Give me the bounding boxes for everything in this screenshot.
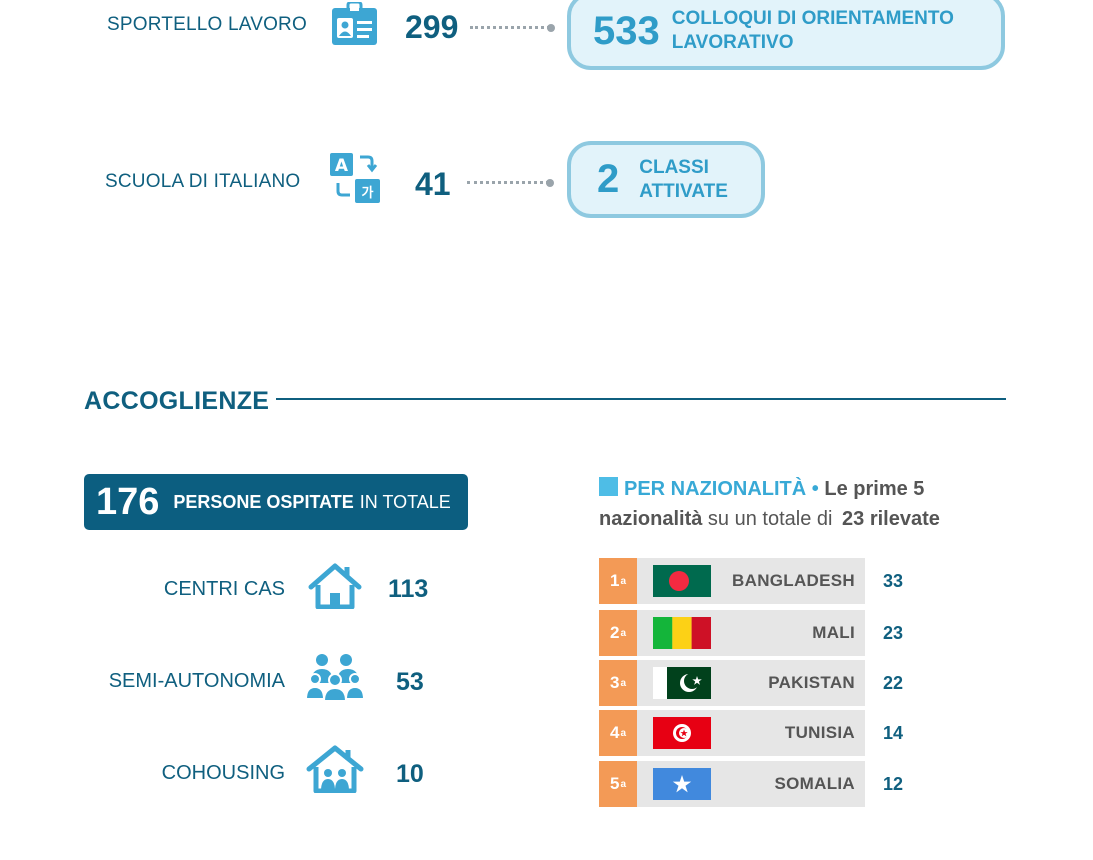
pill-classi: 2 CLASSI ATTIVATE (567, 141, 765, 218)
pill-text: CLASSI ATTIVATE (639, 156, 728, 204)
pill-number: 2 (597, 157, 620, 201)
nationality-bar: TUNISIA (637, 710, 865, 756)
house-people-icon (306, 745, 364, 794)
section-title-accoglienze: ACCOGLIENZE (84, 387, 270, 415)
nationality-bar: SOMALIA (637, 761, 865, 807)
tunisia-flag-icon (653, 717, 711, 749)
rank-number: 3 (609, 673, 620, 692)
nationality-heading-title: PER NAZIONALITÀ (624, 478, 807, 500)
pill-text-line1: COLLOQUI DI ORIENTAMENTO (671, 8, 954, 29)
service-label-scuola-italiano: SCUOLA DI ITALIANO (105, 171, 301, 192)
pill-number: 533 (593, 8, 660, 53)
country-name: PAKISTAN (768, 673, 855, 692)
rank-suffix: a (620, 727, 627, 739)
rank-suffix: a (620, 778, 627, 790)
country-count: 33 (883, 570, 904, 591)
id-badge-icon (332, 0, 377, 45)
pill-text-line2: ATTIVATE (639, 180, 728, 202)
country-name: TUNISIA (784, 723, 855, 742)
accoglienza-count-cohousing: 10 (396, 760, 424, 788)
total-guests-number: 176 (96, 480, 160, 523)
rank-number: 4 (609, 723, 620, 742)
mali-flag-icon (653, 617, 711, 649)
country-name: MALI (812, 623, 855, 642)
country-count: 22 (883, 672, 904, 693)
pill-text-line2: LAVORATIVO (671, 32, 794, 53)
bangladesh-flag-icon (653, 565, 711, 597)
nationality-heading-part1: Le prime 5 (824, 478, 925, 500)
service-count-scuola-italiano: 41 (415, 166, 451, 202)
svg-text:가: 가 (362, 186, 374, 201)
accoglienza-label-cohousing: COHOUSING (161, 762, 285, 784)
connector-dots (470, 26, 550, 32)
country-count: 14 (883, 722, 904, 743)
connector-dot-end (547, 24, 555, 32)
accoglienza-count-semi-autonomia: 53 (396, 668, 424, 696)
total-guests-rest: IN TOTALE (359, 491, 451, 512)
service-label-sportello-lavoro: SPORTELLO LAVORO (107, 14, 307, 35)
accoglienza-label-semi-autonomia: SEMI-AUTONOMIA (108, 670, 285, 692)
country-name: SOMALIA (774, 774, 855, 793)
nationality-heading-part3: su un totale di (707, 508, 833, 530)
rank-suffix: a (620, 677, 627, 689)
country-count: 12 (883, 773, 904, 794)
total-guests-banner: 176 PERSONE OSPITATE IN TOTALE (84, 474, 468, 530)
rank-suffix: a (620, 575, 627, 587)
section-divider (276, 398, 1006, 400)
nationality-heading-bullet: • (811, 478, 819, 500)
connector-dot-end (546, 179, 554, 187)
connector-dots (467, 181, 549, 187)
nationality-heading-part4: 23 rilevate (842, 508, 940, 530)
people-group-icon (304, 653, 366, 702)
somalia-flag-icon (653, 768, 711, 800)
rank-suffix: a (620, 627, 627, 639)
rank-number: 1 (609, 571, 620, 590)
pill-text-line1: CLASSI (639, 156, 709, 178)
country-name: BANGLADESH (732, 571, 855, 590)
rank-number: 2 (609, 623, 620, 642)
nationality-bar: BANGLADESH (637, 558, 865, 604)
translate-icon: A 가 (330, 153, 380, 203)
service-count-sportello-lavoro: 299 (405, 9, 459, 45)
total-guests-strong: PERSONE OSPITATE (173, 491, 354, 512)
accoglienza-label-centri-cas: CENTRI CAS (163, 578, 285, 600)
nationality-heading: PER NAZIONALITÀ • Le prime 5 nazionalità… (599, 474, 999, 534)
pakistan-flag-icon (653, 667, 711, 699)
pill-colloqui: 533 COLLOQUI DI ORIENTAMENTO LAVORATIVO (567, 0, 1005, 70)
nationality-bar: MALI (637, 610, 865, 656)
pill-text: COLLOQUI DI ORIENTAMENTO LAVORATIVO (672, 7, 954, 55)
house-icon (308, 563, 362, 610)
square-bullet-icon (599, 477, 618, 496)
nationality-bar: PAKISTAN (637, 660, 865, 706)
svg-text:A: A (335, 156, 349, 176)
rank-number: 5 (609, 774, 620, 793)
nationality-heading-part2: nazionalità (599, 508, 703, 530)
country-count: 23 (883, 622, 904, 643)
accoglienza-count-centri-cas: 113 (388, 575, 429, 603)
